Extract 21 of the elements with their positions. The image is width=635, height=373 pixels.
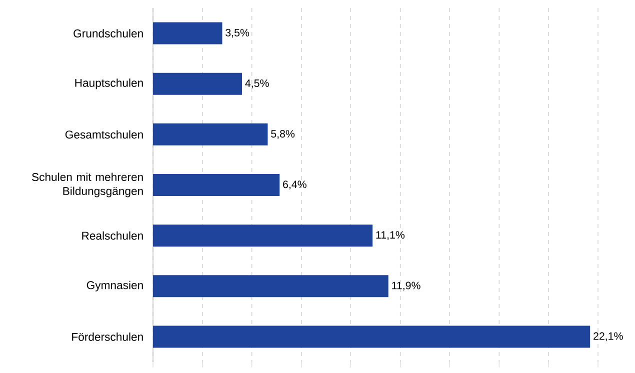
bar <box>153 224 373 247</box>
bar <box>153 326 590 348</box>
y-tick-label: Hauptschulen <box>75 78 143 90</box>
y-tick-label: Förderschulen <box>72 332 143 341</box>
data-label: 6,4% <box>283 180 306 190</box>
bar <box>153 123 268 146</box>
data-label: 22,1% <box>594 332 623 342</box>
bar <box>153 72 242 95</box>
data-label: 4,5% <box>245 79 269 88</box>
y-tick-label: Gesamtschulen <box>65 130 143 139</box>
y-tick-label: Grundschulen <box>74 29 143 38</box>
bar <box>153 275 388 298</box>
bar <box>153 174 280 196</box>
bar <box>153 22 222 44</box>
y-tick-label: Realschulen <box>82 231 143 240</box>
y-tick-label: Schulen mit mehreren Bildungsgängen <box>32 172 143 198</box>
y-tick-label: Gymnasien <box>86 280 143 292</box>
data-label: 3,5% <box>226 28 250 38</box>
data-label: 11,9% <box>392 282 420 291</box>
data-label: 11,1% <box>376 231 405 240</box>
data-label: 5,8% <box>271 130 295 139</box>
